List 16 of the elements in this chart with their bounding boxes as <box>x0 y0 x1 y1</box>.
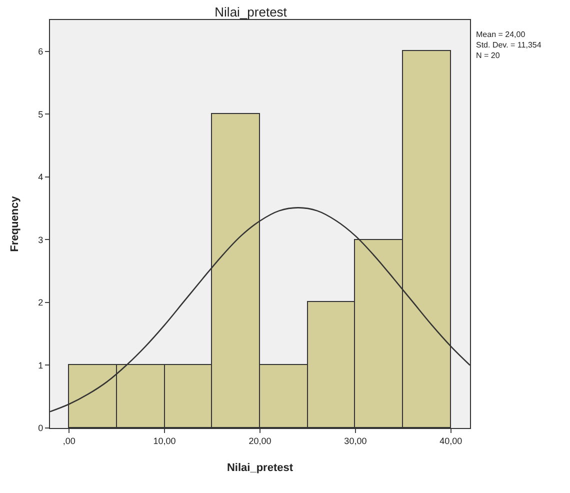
text: Mean = 24,00 Std. Dev. = 11,354 N = 20 <box>476 30 542 60</box>
y-tick-label: 6 <box>38 46 44 57</box>
y-axis-title: Frequency <box>9 195 21 252</box>
x-tick-label: 20,00 <box>248 436 272 446</box>
y-tick-label: 4 <box>38 172 44 182</box>
x-tick-label: ,00 <box>62 436 76 446</box>
x-tick-label: 30,00 <box>344 436 367 446</box>
x-tick-label: 10,00 <box>153 436 176 446</box>
chart-title: Nilai_pretest <box>214 4 288 20</box>
x-axis-title: Nilai_pretest <box>226 462 294 474</box>
y-tick-label: 0 <box>38 423 44 434</box>
y-tick-label: 2 <box>38 298 44 308</box>
y-tick-label: 1 <box>38 360 44 370</box>
y-tick-label: 5 <box>38 109 44 120</box>
x-tick-label: 40,00 <box>440 436 462 446</box>
y-tick-label: 3 <box>38 234 44 245</box>
